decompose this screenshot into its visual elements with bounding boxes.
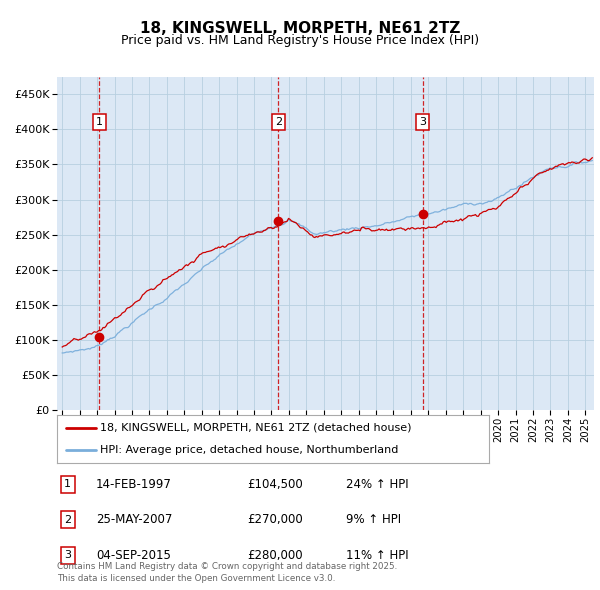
Text: 1: 1	[95, 117, 103, 127]
Text: 1: 1	[64, 480, 71, 489]
Text: 2: 2	[275, 117, 282, 127]
Text: £104,500: £104,500	[247, 478, 303, 491]
Text: 11% ↑ HPI: 11% ↑ HPI	[346, 549, 409, 562]
Text: 14-FEB-1997: 14-FEB-1997	[96, 478, 172, 491]
Text: 24% ↑ HPI: 24% ↑ HPI	[346, 478, 409, 491]
Text: 18, KINGSWELL, MORPETH, NE61 2TZ (detached house): 18, KINGSWELL, MORPETH, NE61 2TZ (detach…	[100, 423, 412, 433]
Text: £270,000: £270,000	[247, 513, 303, 526]
Text: 3: 3	[64, 550, 71, 560]
Text: 04-SEP-2015: 04-SEP-2015	[96, 549, 171, 562]
Text: HPI: Average price, detached house, Northumberland: HPI: Average price, detached house, Nort…	[100, 445, 398, 455]
Text: Contains HM Land Registry data © Crown copyright and database right 2025.
This d: Contains HM Land Registry data © Crown c…	[57, 562, 397, 583]
Text: Price paid vs. HM Land Registry's House Price Index (HPI): Price paid vs. HM Land Registry's House …	[121, 34, 479, 47]
Text: 25-MAY-2007: 25-MAY-2007	[96, 513, 172, 526]
Text: 3: 3	[419, 117, 426, 127]
Text: £280,000: £280,000	[247, 549, 303, 562]
Text: 2: 2	[64, 515, 71, 525]
Text: 18, KINGSWELL, MORPETH, NE61 2TZ: 18, KINGSWELL, MORPETH, NE61 2TZ	[140, 21, 460, 36]
Text: 9% ↑ HPI: 9% ↑ HPI	[346, 513, 401, 526]
